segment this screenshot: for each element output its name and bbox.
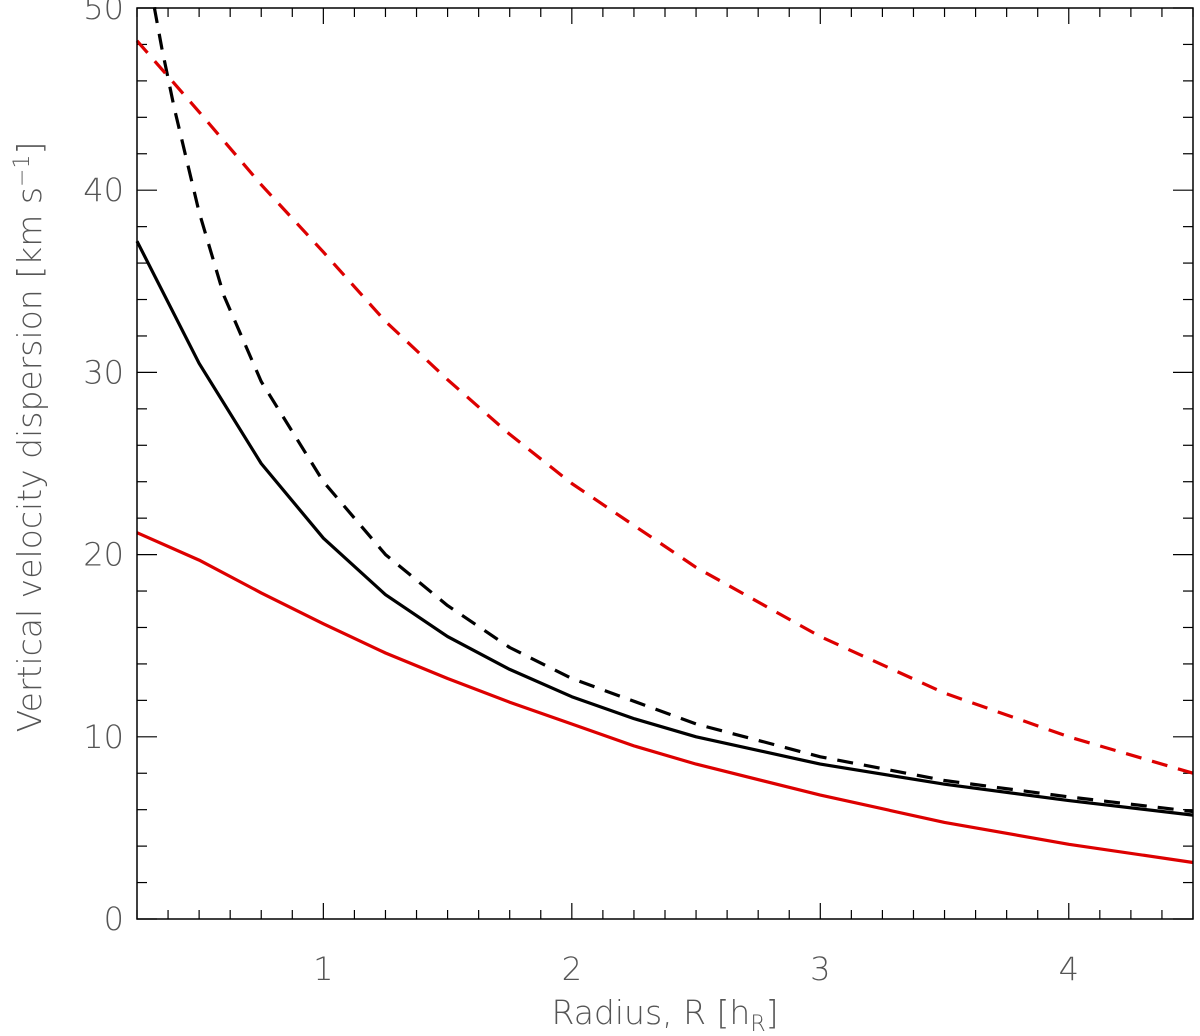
series-line-1 — [135, 240, 1194, 817]
y-axis-label: Vertical velocity dispersion [km s−1] — [10, 142, 49, 733]
y-tick-label: 20 — [83, 536, 124, 574]
y-tick-label: 10 — [83, 718, 124, 756]
x-tick-label: 4 — [1059, 950, 1079, 988]
y-tick-label: 40 — [83, 171, 124, 209]
x-tick-label: 1 — [313, 950, 333, 988]
axis-ticks — [136, 7, 1194, 920]
y-tick-label: 0 — [104, 900, 124, 938]
series-layer — [135, 0, 1194, 865]
x-tick-label: 2 — [562, 950, 582, 988]
x-axis-label: Radius, R [hR] — [551, 993, 778, 1036]
y-tick-label: 50 — [83, 0, 124, 27]
series-line-3 — [136, 531, 1194, 865]
x-tick-label: 3 — [810, 950, 830, 988]
series-line-2 — [151, 0, 1194, 814]
y-tick-label: 30 — [83, 353, 124, 391]
plot-frame — [136, 7, 1194, 920]
series-line-4 — [135, 39, 1194, 775]
